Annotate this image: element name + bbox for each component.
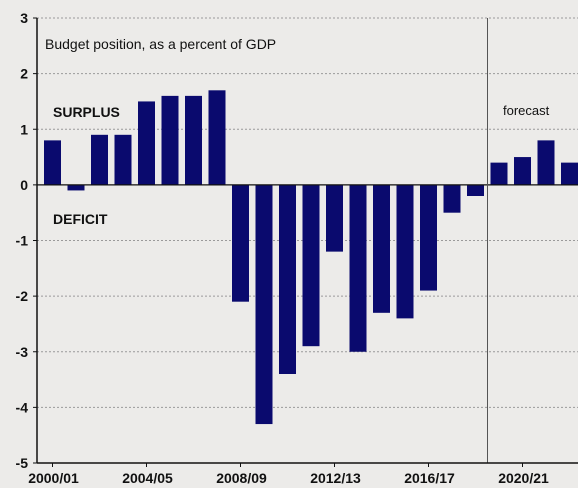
y-tick-label: 3 xyxy=(20,10,28,26)
bar-2021-22 xyxy=(537,140,555,185)
bar-2007-08 xyxy=(208,90,226,185)
chart-title: Budget position, as a percent of GDP xyxy=(45,36,276,52)
bar-2012-13 xyxy=(326,184,343,252)
y-tick-label: -4 xyxy=(16,399,29,415)
bar-2008-09 xyxy=(232,184,249,302)
bar-2019-20 xyxy=(490,162,508,185)
y-tick-label: 0 xyxy=(20,177,28,193)
bar-2014-15 xyxy=(373,184,390,313)
bar-2009-10 xyxy=(255,184,273,425)
bar-2002-03 xyxy=(91,134,108,185)
bar-2003-04 xyxy=(114,134,132,185)
bar-2022-23 xyxy=(561,162,578,185)
y-tick-label: -1 xyxy=(16,233,29,249)
bar-2020-21 xyxy=(514,157,531,185)
bar-2013-14 xyxy=(349,184,367,352)
forecast-label: forecast xyxy=(503,103,550,118)
bar-2011-12 xyxy=(302,184,320,347)
bar-2017-18 xyxy=(443,184,461,213)
bar-2004-05 xyxy=(138,101,155,185)
y-tick-label: 1 xyxy=(20,121,28,137)
bar-2010-11 xyxy=(279,184,296,374)
y-tick-label: -3 xyxy=(16,344,29,360)
x-tick-label: 2008/09 xyxy=(216,470,267,486)
x-tick-label: 2012/13 xyxy=(310,470,361,486)
surplus-label: SURPLUS xyxy=(53,104,120,120)
y-tick-label: -5 xyxy=(16,455,29,471)
x-tick-label: 2000/01 xyxy=(28,470,79,486)
x-tick-label: 2020/21 xyxy=(498,470,549,486)
bar-2006-07 xyxy=(185,95,202,185)
y-tick-label: 2 xyxy=(20,66,28,82)
x-tick-label: 2004/05 xyxy=(122,470,173,486)
bar-2018-19 xyxy=(467,184,484,196)
bar-2001-02 xyxy=(67,184,85,191)
x-tick-labels: 2000/01 2004/05 2008/09 2012/13 2016/17 2020/… xyxy=(28,463,549,486)
bar-2015-16 xyxy=(396,184,414,319)
bar-2016-17 xyxy=(420,184,437,291)
bars xyxy=(44,90,578,425)
bar-2000-01 xyxy=(44,140,61,185)
x-tick-label: 2016/17 xyxy=(404,470,455,486)
bar-2005-06 xyxy=(161,95,179,185)
y-tick-label: -2 xyxy=(16,288,29,304)
deficit-label: DEFICIT xyxy=(53,211,108,227)
y-tick-labels: 3 2 1 0 -1 -2 -3 -4 -5 xyxy=(16,10,37,471)
